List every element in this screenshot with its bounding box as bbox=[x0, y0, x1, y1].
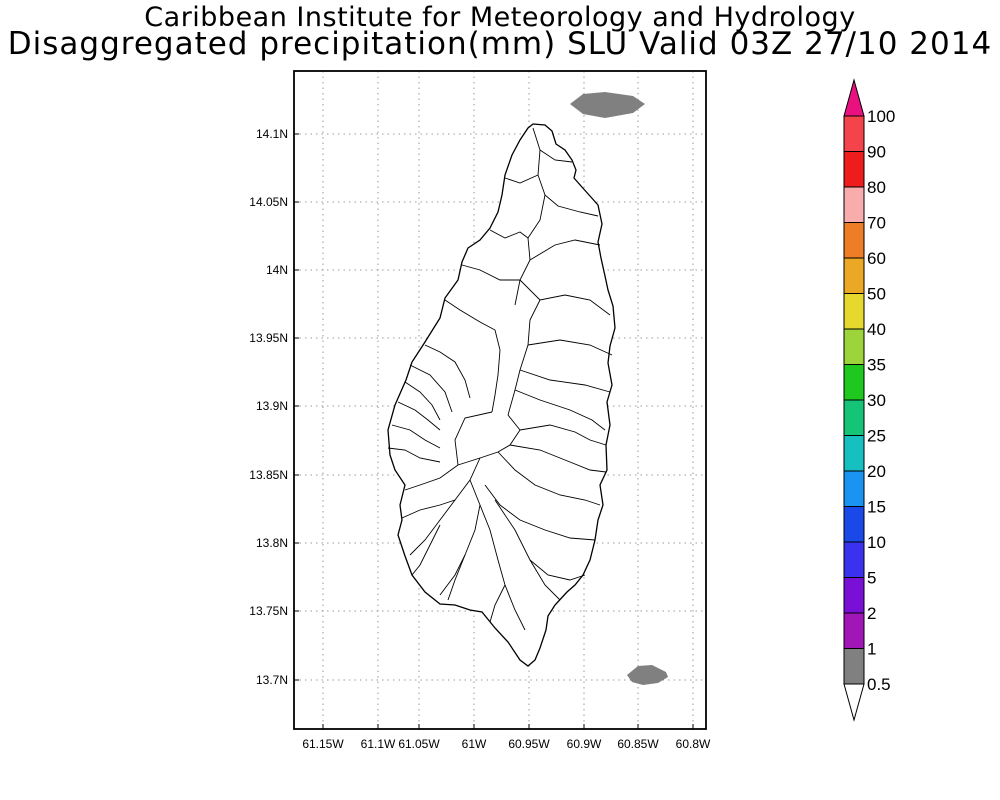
x-tick-label: 60.85W bbox=[617, 737, 659, 751]
colorbar-top-arrow bbox=[843, 78, 865, 117]
colorbar: 100 90 80 70 60 50 40 35 30 25 20 15 10 5 2 1 0.5 bbox=[843, 78, 895, 722]
colorbar-label: 0.5 bbox=[867, 675, 891, 694]
colorbar-swatch bbox=[843, 399, 865, 436]
colorbar-swatch bbox=[843, 328, 865, 365]
colorbar-label: 35 bbox=[867, 356, 886, 375]
y-tick-label: 13.75N bbox=[249, 604, 288, 618]
watershed-boundaries bbox=[387, 127, 613, 631]
colorbar-label: 100 bbox=[867, 107, 895, 126]
x-tick-label: 61W bbox=[462, 737, 487, 751]
colorbar-label: 30 bbox=[867, 391, 886, 410]
colorbar-swatch bbox=[843, 470, 865, 507]
colorbar-swatch bbox=[843, 541, 865, 578]
colorbar-swatch bbox=[843, 186, 865, 223]
y-axis: 14.1N 14.05N 14N 13.95N 13.9N 13.85N 13.8N 13.7… bbox=[249, 127, 299, 687]
colorbar-label: 90 bbox=[867, 143, 886, 162]
colorbar-bottom-arrow bbox=[843, 683, 865, 722]
x-axis: 61.15W 61.1W 61.05W 61W 60.95W 60.9W 60.85W 60.… bbox=[302, 724, 711, 751]
precip-patch-southeast bbox=[627, 665, 668, 685]
colorbar-label: 20 bbox=[867, 462, 886, 481]
colorbar-label: 60 bbox=[867, 249, 886, 268]
y-tick-label: 14.1N bbox=[256, 127, 288, 141]
colorbar-label: 70 bbox=[867, 214, 886, 233]
colorbar-swatch bbox=[843, 115, 865, 152]
colorbar-swatch bbox=[843, 222, 865, 259]
y-tick-label: 13.7N bbox=[256, 673, 288, 687]
colorbar-swatch bbox=[843, 435, 865, 472]
colorbar-swatch bbox=[843, 612, 865, 649]
colorbar-label: 80 bbox=[867, 178, 886, 197]
plot-frame bbox=[293, 70, 707, 730]
x-tick-label: 61.05W bbox=[398, 737, 440, 751]
y-tick-label: 14N bbox=[266, 263, 288, 277]
x-tick-label: 61.15W bbox=[302, 737, 344, 751]
colorbar-swatch bbox=[843, 506, 865, 543]
x-tick-label: 60.9W bbox=[567, 737, 602, 751]
y-tick-label: 13.85N bbox=[249, 468, 288, 482]
precipitation-patches bbox=[570, 92, 668, 685]
colorbar-label: 2 bbox=[867, 604, 876, 623]
colorbar-label: 50 bbox=[867, 285, 886, 304]
island-outline bbox=[387, 123, 616, 667]
colorbar-label: 10 bbox=[867, 533, 886, 552]
chart-title-institute: Caribbean Institute for Meteorology and … bbox=[144, 2, 856, 33]
colorbar-label: 25 bbox=[867, 427, 886, 446]
chart-title-product: Disaggregated precipitation(mm) SLU Vali… bbox=[7, 26, 993, 62]
saint-lucia-island bbox=[387, 123, 616, 667]
x-tick-label: 60.8W bbox=[676, 737, 711, 751]
colorbar-label: 5 bbox=[867, 569, 876, 588]
colorbar-swatch bbox=[843, 364, 865, 401]
x-tick-label: 61.1W bbox=[361, 737, 396, 751]
colorbar-swatch bbox=[843, 257, 865, 294]
colorbar-label: 15 bbox=[867, 498, 886, 517]
colorbar-swatch bbox=[843, 648, 865, 685]
y-tick-label: 14.05N bbox=[249, 195, 288, 209]
colorbar-swatch bbox=[843, 151, 865, 188]
colorbar-swatch bbox=[843, 577, 865, 614]
precip-patch-northeast bbox=[570, 92, 645, 118]
colorbar-label: 40 bbox=[867, 320, 886, 339]
y-tick-label: 13.8N bbox=[256, 536, 288, 550]
y-tick-label: 13.95N bbox=[249, 331, 288, 345]
colorbar-label: 1 bbox=[867, 640, 876, 659]
colorbar-swatch bbox=[843, 293, 865, 330]
x-tick-label: 60.95W bbox=[508, 737, 550, 751]
y-tick-label: 13.9N bbox=[256, 399, 288, 413]
